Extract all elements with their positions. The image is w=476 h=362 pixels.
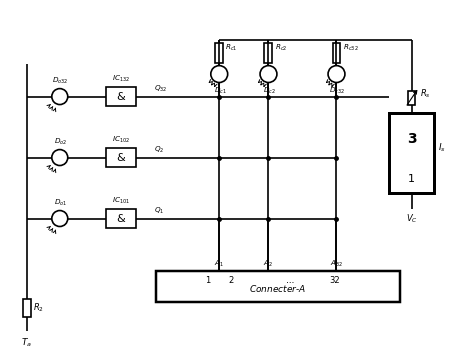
Text: $A_{32}$: $A_{32}$ [330, 259, 343, 269]
Text: $I_s$: $I_s$ [438, 142, 446, 155]
Circle shape [52, 89, 68, 105]
Circle shape [260, 66, 277, 83]
Bar [389, 113, 434, 193]
Bar [333, 43, 340, 63]
Text: $R_s$: $R_s$ [419, 87, 430, 100]
Text: $R_2$: $R_2$ [32, 302, 43, 314]
Bar [23, 299, 31, 316]
Text: 3: 3 [407, 132, 416, 146]
Circle shape [211, 66, 228, 83]
Text: $D_{c32}$: $D_{c32}$ [329, 86, 346, 96]
Text: $Connecter$-$A$: $Connecter$-$A$ [249, 283, 307, 294]
Text: $D_{c2}$: $D_{c2}$ [263, 86, 276, 96]
Text: $D_{c1}$: $D_{c1}$ [214, 86, 227, 96]
Text: $IC_{132}$: $IC_{132}$ [111, 74, 130, 84]
Text: $IC_{102}$: $IC_{102}$ [111, 135, 130, 146]
Bar [408, 91, 415, 105]
Text: $R_{c1}$: $R_{c1}$ [225, 43, 238, 53]
Text: $D_{o1}$: $D_{o1}$ [54, 198, 68, 208]
Text: $A_1$: $A_1$ [214, 259, 224, 269]
Text: $D_{o32}$: $D_{o32}$ [52, 76, 69, 86]
Text: $IC_{101}$: $IC_{101}$ [111, 196, 130, 206]
Text: $Q_{32}$: $Q_{32}$ [154, 84, 168, 94]
Bar [215, 43, 223, 63]
Text: 1: 1 [205, 277, 210, 285]
Bar [265, 43, 272, 63]
Circle shape [52, 211, 68, 227]
Text: 32: 32 [329, 277, 339, 285]
Text: 1: 1 [408, 174, 415, 184]
Text: &: & [116, 214, 125, 223]
Text: $D_{o2}$: $D_{o2}$ [54, 137, 68, 147]
Text: $T_a$: $T_a$ [21, 337, 32, 349]
Bar [106, 148, 136, 167]
Text: 2: 2 [228, 277, 234, 285]
Circle shape [52, 150, 68, 165]
Text: $R_{c32}$: $R_{c32}$ [343, 43, 358, 53]
Circle shape [328, 66, 345, 83]
Text: $A_2$: $A_2$ [264, 259, 274, 269]
Bar [156, 271, 400, 302]
Text: $R_{c2}$: $R_{c2}$ [275, 43, 287, 53]
Text: $V_C$: $V_C$ [406, 212, 417, 225]
Bar [106, 87, 136, 106]
Text: $Q_1$: $Q_1$ [154, 206, 164, 216]
Text: $Q_2$: $Q_2$ [154, 145, 164, 155]
Text: $\cdots$: $\cdots$ [285, 277, 294, 285]
Text: &: & [116, 152, 125, 163]
Bar [106, 209, 136, 228]
Text: &: & [116, 92, 125, 102]
